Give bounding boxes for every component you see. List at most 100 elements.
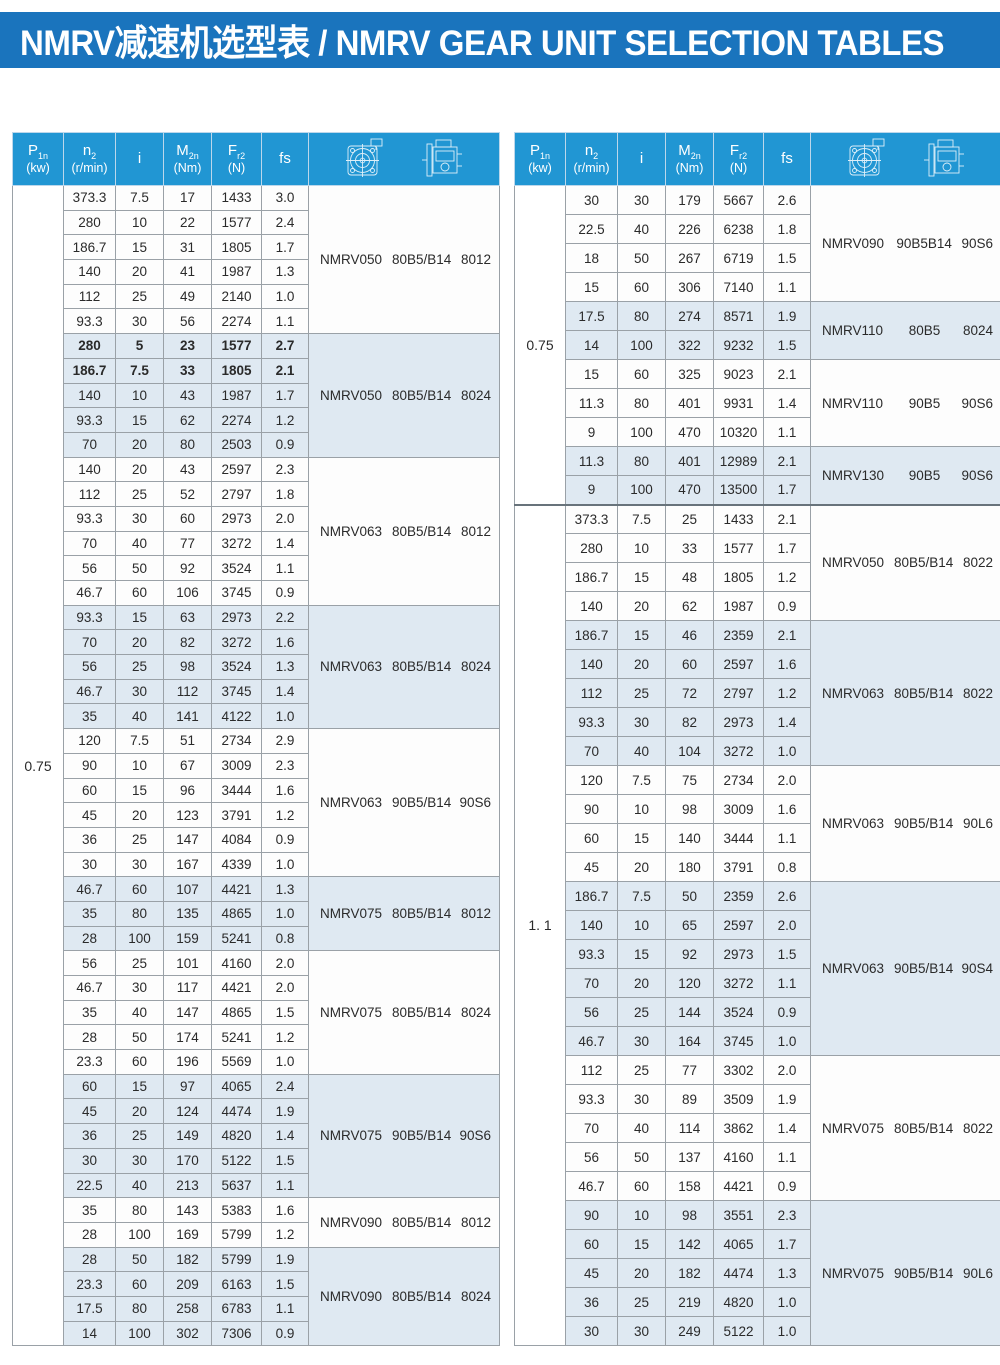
cell-m2n: 98	[666, 795, 714, 824]
cell-m2n: 226	[666, 215, 714, 244]
cell-fs: 1.0	[262, 704, 309, 729]
cell-i: 50	[618, 244, 666, 273]
cell-fr2: 4339	[212, 852, 262, 877]
cell-i: 15	[116, 605, 164, 630]
cell-n2: 140	[566, 592, 618, 621]
cell-m2n: 325	[666, 360, 714, 389]
motor-frame: 90S6	[951, 396, 993, 411]
cell-fs: 2.1	[764, 447, 811, 476]
model-name: NMRV063	[320, 795, 392, 810]
cell-fr2: 4160	[212, 951, 262, 976]
p1n-cell: 1. 1	[515, 505, 566, 1346]
cell-fr2: 3272	[714, 969, 764, 998]
cell-n2: 36	[64, 827, 116, 852]
cell-m2n: 322	[666, 331, 714, 360]
cell-fr2: 2274	[212, 309, 262, 334]
cell-fr2: 6783	[212, 1296, 262, 1321]
cell-m2n: 43	[164, 457, 212, 482]
cell-n2: 93.3	[566, 1085, 618, 1114]
cell-fs: 1.1	[764, 418, 811, 447]
cell-m2n: 470	[666, 418, 714, 447]
cell-i: 25	[116, 655, 164, 680]
cell-m2n: 46	[666, 621, 714, 650]
cell-fr2: 4421	[212, 877, 262, 902]
cell-fs: 1.0	[764, 1288, 811, 1317]
cell-fs: 1.2	[262, 1222, 309, 1247]
cell-i: 7.5	[116, 186, 164, 211]
cell-fr2: 3524	[714, 998, 764, 1027]
cell-i: 20	[618, 853, 666, 882]
cell-n2: 9	[566, 476, 618, 505]
cell-i: 20	[618, 650, 666, 679]
cell-n2: 14	[566, 331, 618, 360]
cell-n2: 93.3	[64, 408, 116, 433]
cell-m2n: 114	[666, 1114, 714, 1143]
model-name: NMRV063	[320, 659, 392, 674]
cell-fs: 1.6	[262, 1198, 309, 1223]
cell-m2n: 117	[164, 976, 212, 1001]
motor-frame: 90S6	[951, 468, 993, 483]
cell-i: 60	[116, 581, 164, 606]
cell-m2n: 51	[164, 729, 212, 754]
cell-fr2: 3745	[212, 581, 262, 606]
cell-m2n: 182	[164, 1247, 212, 1272]
cell-i: 10	[618, 534, 666, 563]
cell-i: 30	[116, 976, 164, 1001]
cell-m2n: 98	[164, 655, 212, 680]
cell-i: 10	[618, 795, 666, 824]
cell-fr2: 2973	[714, 940, 764, 969]
cell-fs: 2.1	[764, 621, 811, 650]
cell-i: 60	[116, 1050, 164, 1075]
cell-i: 30	[116, 309, 164, 334]
cell-fs: 2.3	[764, 1201, 811, 1230]
cell-fs: 1.0	[764, 737, 811, 766]
cell-fr2: 5799	[212, 1247, 262, 1272]
motor-frame: 8024	[451, 1005, 491, 1020]
cell-fs: 1.1	[764, 273, 811, 302]
cell-fs: 1.7	[262, 235, 309, 260]
motor-frame: 8022	[953, 1121, 993, 1136]
col-header-p1n: P1n(kw)	[13, 133, 64, 186]
cell-fr2: 4865	[212, 901, 262, 926]
cell-n2: 17.5	[64, 1296, 116, 1321]
cell-n2: 35	[64, 901, 116, 926]
cell-fr2: 2597	[212, 457, 262, 482]
cell-fr2: 2973	[212, 605, 262, 630]
cell-m2n: 141	[164, 704, 212, 729]
cell-fs: 1.3	[262, 877, 309, 902]
flange-type: 80B5/B14	[392, 1215, 451, 1230]
page-title-banner: NMRV减速机选型表 / NMRV GEAR UNIT SELECTION TA…	[0, 12, 1000, 68]
cell-i: 20	[116, 457, 164, 482]
cell-i: 100	[116, 1222, 164, 1247]
cell-m2n: 249	[666, 1317, 714, 1346]
p1n-cell: 0.75	[515, 186, 566, 505]
cell-fs: 1.2	[262, 408, 309, 433]
cell-m2n: 75	[666, 766, 714, 795]
cell-i: 30	[116, 679, 164, 704]
cell-fs: 0.9	[764, 998, 811, 1027]
cell-fs: 0.9	[764, 592, 811, 621]
cell-i: 10	[116, 753, 164, 778]
cell-m2n: 97	[164, 1074, 212, 1099]
flange-type: 80B5/B14	[894, 555, 953, 570]
cell-fs: 0.9	[262, 581, 309, 606]
flange-type: 80B5/B14	[894, 1121, 953, 1136]
cell-fs: 1.5	[262, 1000, 309, 1025]
flange-type: 80B5/B14	[392, 1289, 451, 1304]
cell-n2: 46.7	[64, 877, 116, 902]
cell-m2n: 107	[164, 877, 212, 902]
col-header-i: i	[618, 133, 666, 186]
model-name: NMRV075	[822, 1266, 894, 1281]
cell-i: 25	[618, 998, 666, 1027]
cell-m2n: 63	[164, 605, 212, 630]
